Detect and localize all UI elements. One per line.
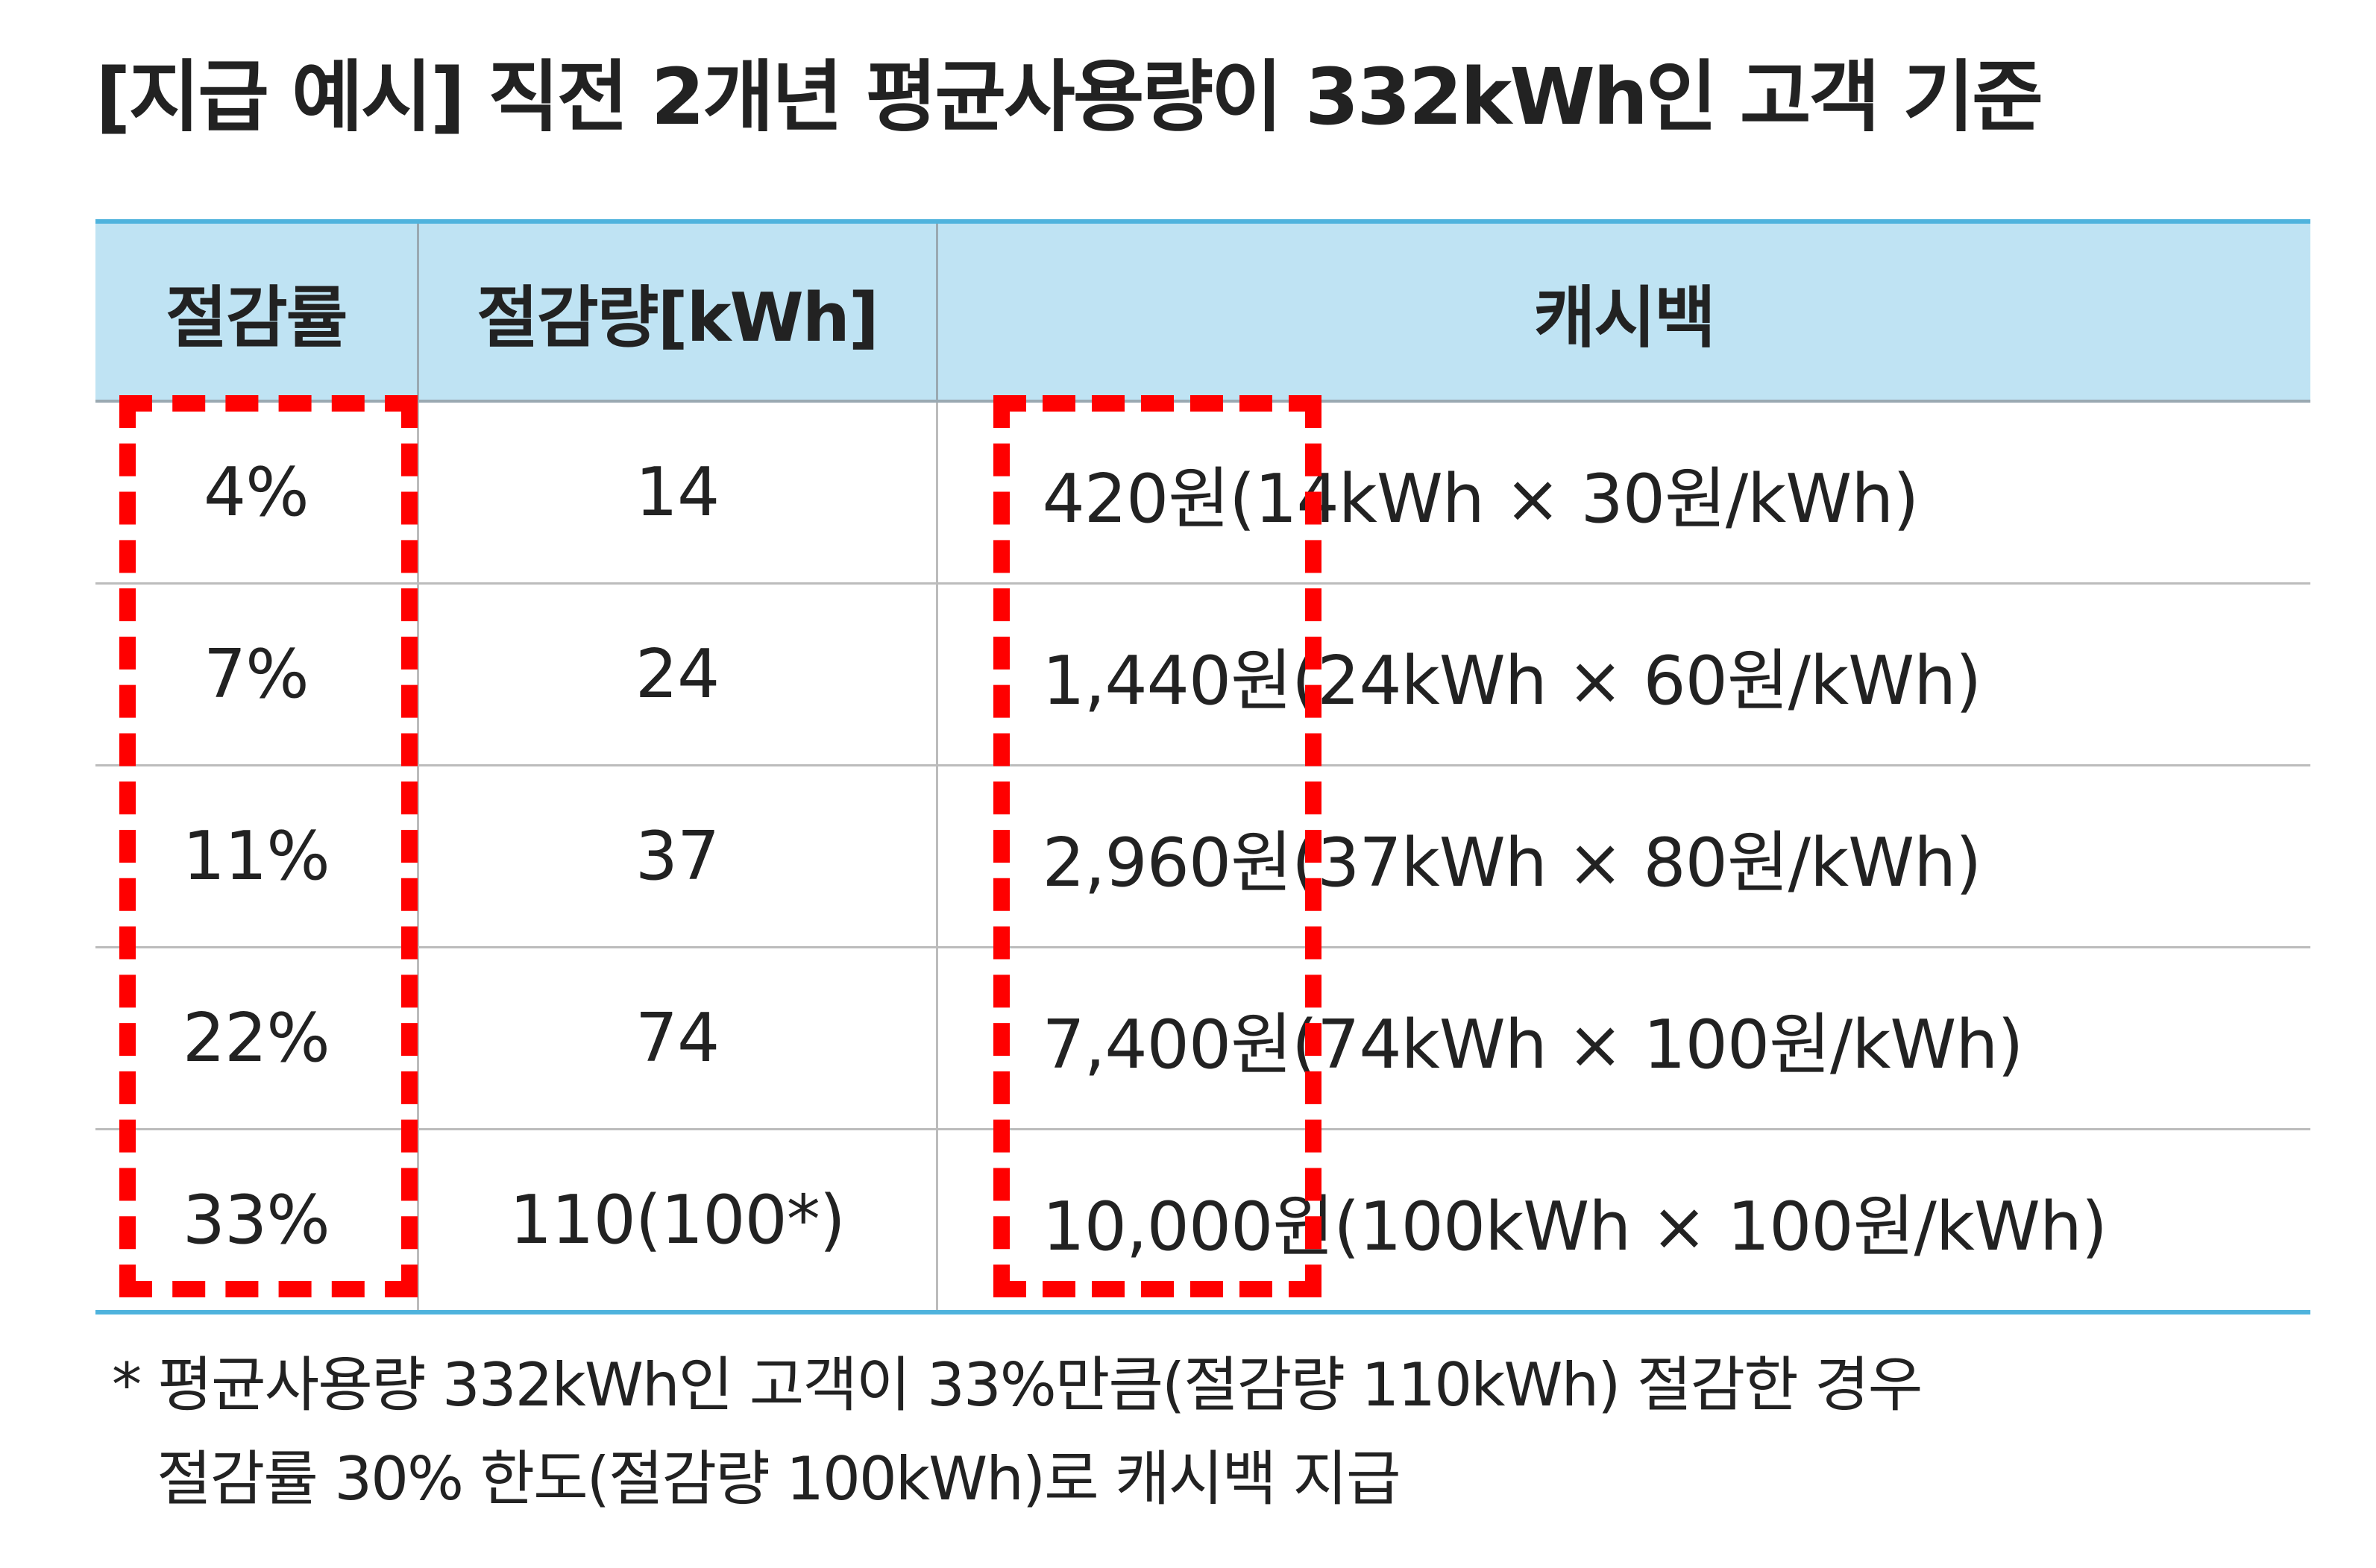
cell-amount: 24: [416, 583, 937, 766]
cashback-table: 절감률 절감량[kWh] 캐시백 4% 14 420원(14kWh × 30원/…: [95, 219, 2310, 1314]
cell-rate: 33%: [95, 1129, 418, 1314]
table-header-row: 절감률 절감량[kWh] 캐시백: [95, 219, 2310, 403]
cell-rate: 11%: [95, 765, 418, 948]
column-header-rate: 절감률: [95, 219, 418, 403]
column-header-amount: 절감량[kWh]: [416, 219, 937, 403]
cell-cashback: 2,960원(37kWh × 80원/kWh): [935, 765, 2310, 948]
cell-cashback: 1,440원(24kWh × 60원/kWh): [935, 583, 2310, 766]
cell-cashback: 7,400원(74kWh × 100원/kWh): [935, 947, 2310, 1130]
table-row: 33% 110(100*) 10,000원(100kWh × 100원/kWh): [95, 1129, 2310, 1314]
cell-amount: 74: [416, 947, 937, 1130]
page-title: [지급 예시] 직전 2개년 평균사용량이 332kWh인 고객 기준: [95, 51, 2043, 142]
cell-amount: 110(100*): [416, 1129, 937, 1314]
table-row: 11% 37 2,960원(37kWh × 80원/kWh): [95, 765, 2310, 948]
table-row: 4% 14 420원(14kWh × 30원/kWh): [95, 401, 2310, 585]
cell-rate: 7%: [95, 583, 418, 766]
footnote-line-1: * 평균사용량 332kWh인 고객이 33%만큼(절감량 110kWh) 절감…: [112, 1350, 1923, 1420]
cell-amount: 37: [416, 765, 937, 948]
footnote: * 평균사용량 332kWh인 고객이 33%만큼(절감량 110kWh) 절감…: [112, 1338, 1923, 1526]
table-row: 22% 74 7,400원(74kWh × 100원/kWh): [95, 947, 2310, 1130]
cell-rate: 4%: [95, 401, 418, 585]
cell-cashback: 10,000원(100kWh × 100원/kWh): [935, 1129, 2310, 1314]
footnote-line-2: 절감률 30% 한도(절감량 100kWh)로 캐시백 지급: [157, 1444, 1401, 1514]
table-row: 7% 24 1,440원(24kWh × 60원/kWh): [95, 583, 2310, 766]
cell-rate: 22%: [95, 947, 418, 1130]
cell-cashback: 420원(14kWh × 30원/kWh): [935, 401, 2310, 585]
column-header-cashback: 캐시백: [935, 219, 2310, 403]
cell-amount: 14: [416, 401, 937, 585]
